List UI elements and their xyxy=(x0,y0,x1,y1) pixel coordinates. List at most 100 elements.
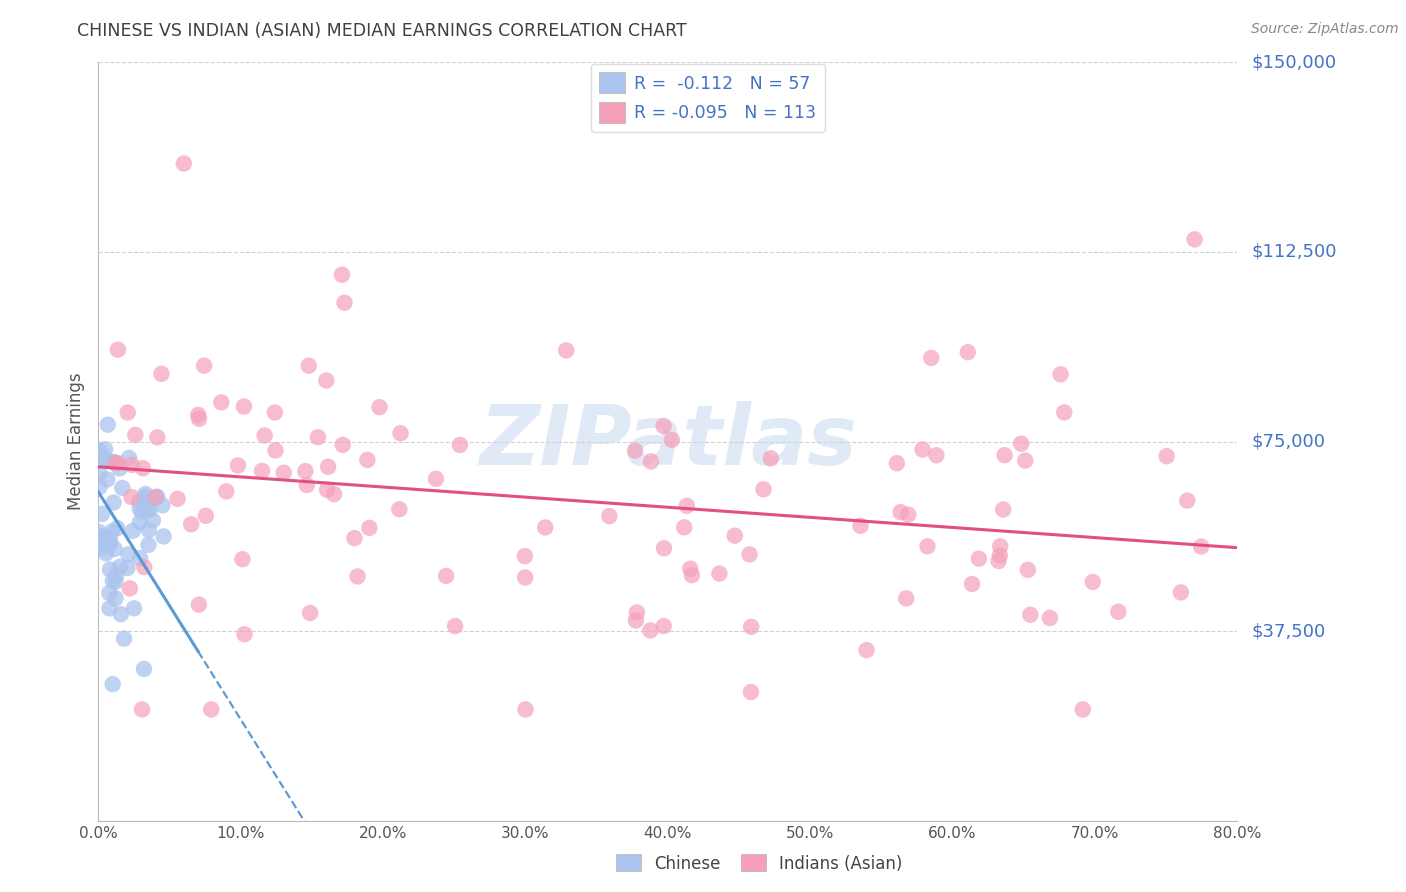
Point xyxy=(534,520,557,534)
Point xyxy=(91,452,114,467)
Point xyxy=(103,455,125,469)
Text: $37,500: $37,500 xyxy=(1251,622,1326,640)
Point xyxy=(434,569,457,583)
Point xyxy=(91,507,114,521)
Point xyxy=(152,529,174,543)
Point xyxy=(107,456,129,470)
Point xyxy=(425,472,447,486)
Point xyxy=(91,529,114,543)
Point xyxy=(967,551,990,566)
Point xyxy=(117,561,139,575)
Point xyxy=(233,400,256,414)
Point xyxy=(136,503,159,517)
Point xyxy=(294,464,316,478)
Point xyxy=(121,490,143,504)
Point xyxy=(180,517,202,532)
Legend: R =  -0.112   N = 57, R = -0.095   N = 113: R = -0.112 N = 57, R = -0.095 N = 113 xyxy=(591,63,825,132)
Point xyxy=(988,549,1011,563)
Point xyxy=(389,426,412,441)
Point xyxy=(987,554,1010,568)
Point xyxy=(1053,405,1076,419)
Point xyxy=(104,541,127,556)
Point xyxy=(661,433,683,447)
Point xyxy=(215,484,238,499)
Point xyxy=(132,662,155,676)
Point xyxy=(988,539,1011,553)
Point xyxy=(105,568,128,582)
Point xyxy=(626,606,648,620)
Point xyxy=(145,490,167,504)
Point xyxy=(103,495,125,509)
Text: $112,500: $112,500 xyxy=(1251,243,1337,261)
Point xyxy=(323,487,346,501)
Point xyxy=(652,619,675,633)
Point xyxy=(107,343,129,357)
Point xyxy=(98,534,121,549)
Point xyxy=(233,627,256,641)
Point xyxy=(103,456,125,470)
Point xyxy=(134,560,156,574)
Point xyxy=(368,401,391,415)
Point xyxy=(917,539,939,553)
Point xyxy=(131,505,153,519)
Point xyxy=(121,524,143,538)
Point xyxy=(94,533,117,548)
Point xyxy=(886,456,908,470)
Point xyxy=(925,448,948,462)
Point xyxy=(359,521,381,535)
Point xyxy=(652,419,675,434)
Point xyxy=(108,461,131,475)
Point xyxy=(121,458,143,472)
Point xyxy=(1039,611,1062,625)
Point xyxy=(166,491,188,506)
Point xyxy=(513,570,536,584)
Point xyxy=(188,411,211,425)
Point xyxy=(598,509,620,524)
Point xyxy=(555,343,578,358)
Point xyxy=(960,577,983,591)
Point xyxy=(128,516,150,530)
Point xyxy=(98,586,121,600)
Point xyxy=(94,442,117,457)
Point xyxy=(90,541,112,556)
Point xyxy=(1184,232,1206,246)
Text: $75,000: $75,000 xyxy=(1251,433,1326,450)
Point xyxy=(449,438,471,452)
Point xyxy=(388,502,411,516)
Point xyxy=(897,508,920,522)
Point xyxy=(112,632,135,646)
Point xyxy=(513,549,536,563)
Point xyxy=(515,702,537,716)
Point xyxy=(110,607,132,622)
Point xyxy=(117,547,139,561)
Point xyxy=(118,450,141,465)
Point xyxy=(299,606,322,620)
Point xyxy=(142,513,165,527)
Point xyxy=(332,438,354,452)
Point xyxy=(624,443,647,458)
Point xyxy=(1014,453,1036,467)
Point xyxy=(226,458,249,473)
Point xyxy=(193,359,215,373)
Text: ZIPatlas: ZIPatlas xyxy=(479,401,856,482)
Legend: Chinese, Indians (Asian): Chinese, Indians (Asian) xyxy=(609,847,910,880)
Point xyxy=(673,520,696,534)
Point xyxy=(187,408,209,422)
Point xyxy=(346,569,368,583)
Point xyxy=(132,461,155,475)
Point xyxy=(316,459,339,474)
Point xyxy=(640,454,662,468)
Point xyxy=(96,530,118,544)
Point xyxy=(444,619,467,633)
Point xyxy=(920,351,942,365)
Point xyxy=(200,702,222,716)
Point xyxy=(146,490,169,504)
Point xyxy=(94,533,117,548)
Point xyxy=(138,523,160,537)
Point xyxy=(330,268,353,282)
Point xyxy=(152,499,174,513)
Point xyxy=(89,524,111,539)
Point xyxy=(128,494,150,508)
Point xyxy=(709,566,731,581)
Point xyxy=(1010,436,1032,450)
